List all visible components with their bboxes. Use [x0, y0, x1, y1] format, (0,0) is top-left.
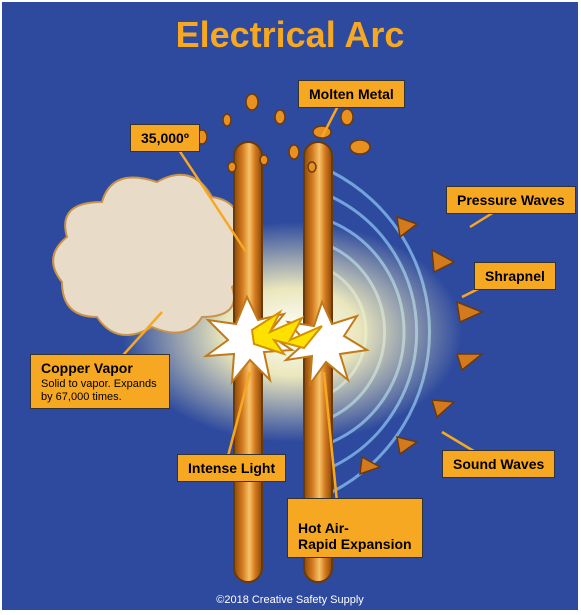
- label-shrapnel: Shrapnel: [474, 262, 556, 290]
- label-text: Pressure Waves: [457, 192, 565, 208]
- label-sound-waves: Sound Waves: [442, 450, 555, 478]
- label-subtext: Solid to vapor. Expands by 67,000 times.: [41, 378, 159, 403]
- label-35000: 35,000º: [130, 124, 200, 152]
- label-text: Hot Air- Rapid Expansion: [298, 520, 412, 552]
- label-text: Shrapnel: [485, 268, 545, 284]
- vapor-cloud: [53, 175, 248, 335]
- label-molten-metal: Molten Metal: [298, 80, 405, 108]
- label-text: 35,000º: [141, 130, 189, 146]
- label-text: Copper Vapor: [41, 360, 133, 376]
- label-hot-air: Hot Air- Rapid Expansion: [287, 498, 423, 558]
- label-intense-light: Intense Light: [177, 454, 286, 482]
- label-text: Intense Light: [188, 460, 275, 476]
- label-text: Molten Metal: [309, 86, 394, 102]
- label-copper-vapor: Copper Vapor Solid to vapor. Expands by …: [30, 354, 170, 409]
- copyright-text: ©2018 Creative Safety Supply: [2, 594, 578, 606]
- label-pressure-waves: Pressure Waves: [446, 186, 576, 214]
- label-text: Sound Waves: [453, 456, 544, 472]
- diagram-canvas: Electrical Arc: [2, 2, 578, 610]
